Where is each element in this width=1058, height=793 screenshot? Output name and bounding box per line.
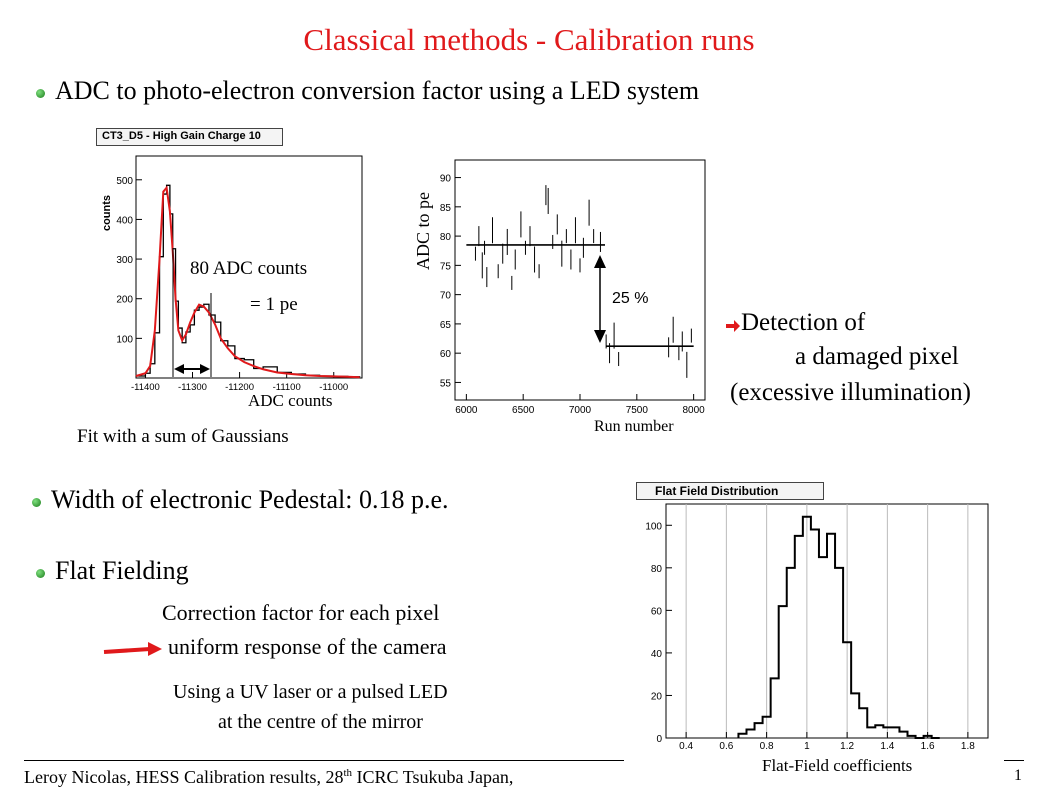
plot2-ytick-label: 75	[440, 261, 452, 272]
footer-text: Leroy Nicolas, HESS Calibration results,…	[24, 767, 344, 787]
plot3-xtick-label: 1	[804, 741, 810, 750]
bullet-flat-fielding: Flat Fielding	[36, 556, 189, 586]
using-line2: at the centre of the mirror	[218, 711, 423, 733]
plot3-header: Flat Field Distribution	[636, 482, 824, 500]
plot1-ytick-label: 200	[116, 295, 133, 306]
bullet-adc-conversion: ADC to photo-electron conversion factor …	[36, 76, 699, 106]
plot1-xtick-label: -11200	[225, 382, 254, 393]
detection-line2: a damaged pixel	[795, 343, 959, 370]
annotation-80-adc: 80 ADC counts	[190, 258, 308, 279]
plot2-ytick-label: 70	[440, 291, 452, 302]
plot3-xtick-label: 1.2	[840, 741, 854, 750]
plot3-ytick-label: 80	[651, 564, 663, 575]
arrow-head-right	[200, 364, 210, 374]
flat-field-series	[737, 515, 940, 739]
plot2-xtick-label: 8000	[683, 405, 706, 416]
footer-rule-right	[1004, 760, 1024, 761]
plot1-xtick-label: -11000	[319, 382, 348, 393]
using-line1: Using a UV laser or a pulsed LED	[173, 681, 448, 703]
plot2-xtick-label: 6000	[455, 405, 478, 416]
plot2-xtick-label: 7500	[626, 405, 649, 416]
footer-citation: Leroy Nicolas, HESS Calibration results,…	[24, 767, 513, 788]
correction-line2: uniform response of the camera	[168, 634, 447, 659]
red-pointer-arrow-icon	[103, 642, 162, 656]
detection-line3: (excessive illumination)	[730, 379, 971, 406]
bullet-icon	[36, 88, 45, 98]
plot2-xtick-label: 6500	[512, 405, 535, 416]
plot2-ytick-label: 60	[440, 349, 452, 360]
plot3-xtick-label: 1.4	[880, 741, 894, 750]
bullet-text: ADC to photo-electron conversion factor …	[55, 76, 700, 105]
footer-text-2: ICRC Tsukuba Japan,	[352, 767, 514, 787]
plot3-ytick-label: 20	[651, 691, 663, 702]
slide-title: Classical methods - Calibration runs	[303, 22, 755, 57]
plot1-caption: Fit with a sum of Gaussians	[77, 426, 289, 447]
correction-line1: Correction factor for each pixel	[162, 600, 440, 625]
plot3-xtick-label: 0.6	[719, 741, 733, 750]
plot1-header: CT3_D5 - High Gain Charge 10	[96, 128, 283, 146]
plot2-ytick-label: 65	[440, 320, 452, 331]
page-number: 1	[1014, 767, 1022, 784]
footer-rule-left	[24, 760, 624, 761]
plot2-ytick-label: 85	[440, 203, 452, 214]
bullet-icon	[36, 568, 45, 578]
plot3-ytick-label: 40	[651, 649, 663, 660]
plot1-ytick-label: 100	[116, 334, 133, 345]
plot2-frame	[454, 159, 706, 401]
plot1-header-text: CT3_D5 - High Gain Charge 10	[102, 130, 261, 142]
flat-field-histogram: 0 20 40 60 80 100 0.4 0.6 0.8 1 1.2 1.4 1.6 1.8	[645, 503, 989, 750]
plot2-ytick-label: 90	[440, 174, 452, 185]
bullet-text: Flat Fielding	[55, 556, 189, 585]
plot2-ytick-label: 80	[440, 232, 452, 243]
bullet-pedestal-width: Width of electronic Pedestal: 0.18 p.e.	[32, 485, 449, 515]
plot1-ytick-label: 500	[116, 176, 133, 187]
plot1-xtick-label: -11400	[131, 382, 160, 393]
plot3-ytick-label: 100	[645, 521, 662, 532]
drop-arrow-head-down	[594, 330, 606, 343]
plot3-xtick-label: 1.6	[921, 741, 935, 750]
plot1-ytick-label: 400	[116, 215, 133, 226]
plot1-xtick-label: -11300	[178, 382, 207, 393]
plot3-xtick-label: 0.8	[760, 741, 774, 750]
plot2-xcaption: Run number	[594, 418, 674, 435]
adc-histogram-chart: 100 200 300 400 500 -11400 -11300 -11200 -11100…	[101, 155, 363, 393]
plot3-ytick-label: 0	[656, 734, 662, 745]
detection-line1: Detection of	[741, 309, 866, 336]
plot3-header-text: Flat Field Distribution	[655, 484, 779, 498]
plot1-ylabel: counts	[101, 195, 113, 231]
plot2-ytick-label: 55	[440, 378, 452, 389]
gaussian-fit-curve	[135, 185, 360, 379]
plot1-ytick-label: 300	[116, 255, 133, 266]
plot3-caption: Flat-Field coefficients	[762, 756, 913, 775]
plot3-xtick-label: 0.4	[679, 741, 693, 750]
arrow-head-left	[174, 364, 184, 374]
drop-arrow-head-up	[594, 255, 606, 268]
plot1-xcaption: ADC counts	[248, 391, 333, 410]
annotation-1-pe: = 1 pe	[250, 294, 298, 315]
bullet-icon	[32, 497, 41, 507]
footer-superscript: th	[343, 767, 353, 779]
red-arrow-icon	[726, 320, 740, 332]
plot2-ylabel: ADC to pe	[413, 192, 433, 270]
plot2-xtick-label: 7000	[569, 405, 592, 416]
plot1-xtick-label: -11100	[273, 382, 301, 393]
bullet-text: Width of electronic Pedestal: 0.18 p.e.	[51, 485, 449, 514]
drop-annotation: 25 %	[612, 290, 648, 307]
plot3-xtick-label: 1.8	[961, 741, 975, 750]
adc-to-pe-chart: 55 60 65 70 75 80 85 90 6000 6500 7000 7500 8000 25…	[440, 159, 706, 416]
plot3-ytick-label: 60	[651, 606, 663, 617]
